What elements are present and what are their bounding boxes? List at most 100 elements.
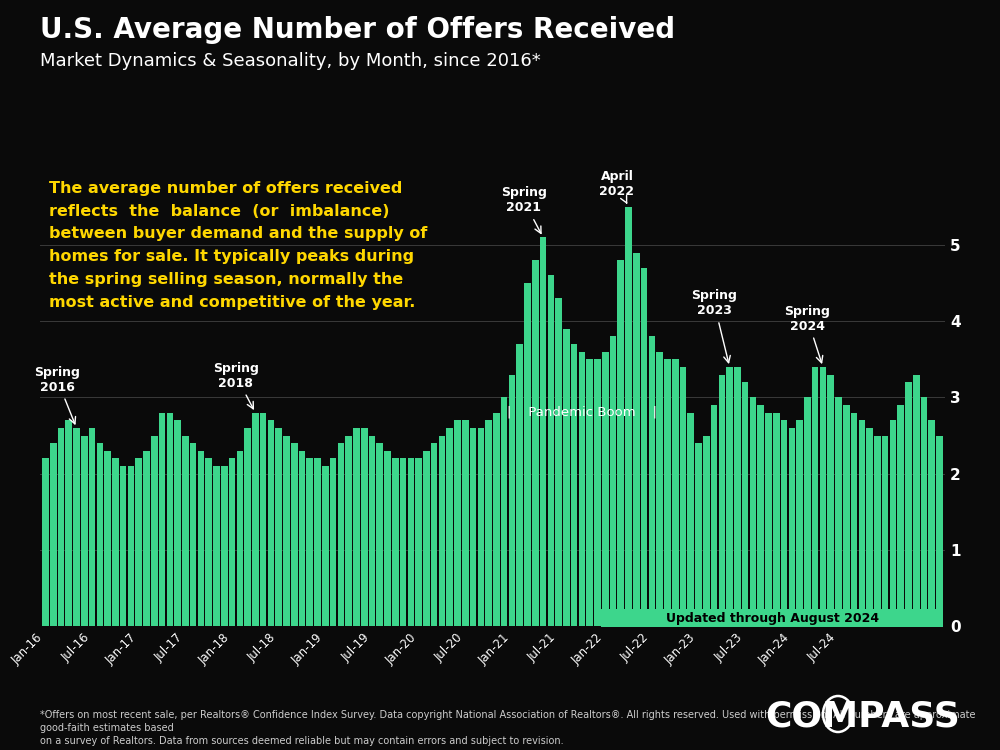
- Bar: [602, 352, 609, 626]
- Bar: [610, 337, 616, 626]
- Bar: [859, 420, 865, 626]
- Bar: [415, 458, 422, 626]
- Bar: [687, 413, 694, 626]
- Bar: [159, 413, 165, 626]
- Bar: [835, 398, 842, 626]
- Bar: [625, 207, 632, 626]
- Bar: [703, 436, 710, 626]
- Bar: [586, 359, 593, 626]
- Bar: [439, 436, 445, 626]
- Bar: [773, 413, 780, 626]
- Bar: [446, 428, 453, 626]
- Bar: [524, 283, 531, 626]
- Bar: [757, 405, 764, 626]
- Text: April
2022: April 2022: [599, 170, 634, 203]
- Bar: [532, 260, 539, 626]
- Bar: [408, 458, 414, 626]
- Text: Market Dynamics & Seasonality, by Month, since 2016*: Market Dynamics & Seasonality, by Month,…: [40, 53, 541, 70]
- Bar: [244, 428, 251, 626]
- Bar: [765, 413, 772, 626]
- Bar: [89, 428, 95, 626]
- Bar: [205, 458, 212, 626]
- Bar: [361, 428, 368, 626]
- Bar: [579, 352, 585, 626]
- Bar: [229, 458, 235, 626]
- Bar: [283, 436, 290, 626]
- Bar: [719, 374, 725, 626]
- Bar: [789, 428, 795, 626]
- Bar: [548, 275, 554, 626]
- Bar: [104, 451, 111, 626]
- Bar: [695, 443, 702, 626]
- Bar: [742, 382, 748, 626]
- Bar: [81, 436, 88, 626]
- Bar: [454, 420, 461, 626]
- Bar: [485, 420, 492, 626]
- Bar: [345, 436, 352, 626]
- Bar: [237, 451, 243, 626]
- Bar: [151, 436, 158, 626]
- Bar: [252, 413, 259, 626]
- Bar: [516, 344, 523, 626]
- Bar: [796, 420, 803, 626]
- Bar: [65, 420, 72, 626]
- Bar: [291, 443, 298, 626]
- Bar: [167, 413, 173, 626]
- Bar: [617, 260, 624, 626]
- Bar: [314, 458, 321, 626]
- Bar: [866, 428, 873, 626]
- Bar: [804, 398, 811, 626]
- Bar: [50, 443, 57, 626]
- Bar: [97, 443, 103, 626]
- Bar: [656, 352, 663, 626]
- Bar: [812, 367, 818, 626]
- Bar: [213, 466, 220, 626]
- Text: Updated through August 2024: Updated through August 2024: [666, 612, 879, 626]
- Bar: [664, 359, 671, 626]
- Bar: [112, 458, 119, 626]
- Bar: [711, 405, 717, 626]
- Bar: [275, 428, 282, 626]
- Bar: [936, 436, 943, 626]
- Bar: [423, 451, 430, 626]
- Text: COMPASS: COMPASS: [765, 700, 960, 734]
- Bar: [882, 436, 888, 626]
- Text: Spring
2023: Spring 2023: [691, 290, 737, 363]
- Bar: [726, 367, 733, 626]
- Bar: [493, 413, 500, 626]
- Bar: [73, 428, 80, 626]
- Bar: [478, 428, 484, 626]
- Bar: [353, 428, 360, 626]
- Bar: [633, 253, 640, 626]
- Bar: [299, 451, 305, 626]
- Bar: [392, 458, 399, 626]
- Bar: [921, 398, 927, 626]
- Bar: [680, 367, 686, 626]
- Bar: [182, 436, 189, 626]
- Text: Spring
2016: Spring 2016: [34, 365, 80, 424]
- Bar: [135, 458, 142, 626]
- Text: Spring
2018: Spring 2018: [213, 362, 259, 409]
- Bar: [174, 420, 181, 626]
- Bar: [571, 344, 577, 626]
- Bar: [672, 359, 679, 626]
- Bar: [890, 420, 896, 626]
- Bar: [190, 443, 196, 626]
- Bar: [509, 374, 515, 626]
- Bar: [905, 382, 912, 626]
- Bar: [555, 298, 562, 626]
- Text: U.S. Average Number of Offers Received: U.S. Average Number of Offers Received: [40, 16, 675, 44]
- Bar: [874, 436, 881, 626]
- Bar: [601, 609, 943, 626]
- Bar: [734, 367, 741, 626]
- Bar: [268, 420, 274, 626]
- Bar: [400, 458, 406, 626]
- Bar: [338, 443, 344, 626]
- Text: |    Pandemic Boom    |: | Pandemic Boom |: [507, 406, 657, 418]
- Bar: [221, 466, 228, 626]
- Bar: [470, 428, 476, 626]
- Bar: [198, 451, 204, 626]
- Bar: [851, 413, 857, 626]
- Bar: [128, 466, 134, 626]
- Bar: [540, 237, 546, 626]
